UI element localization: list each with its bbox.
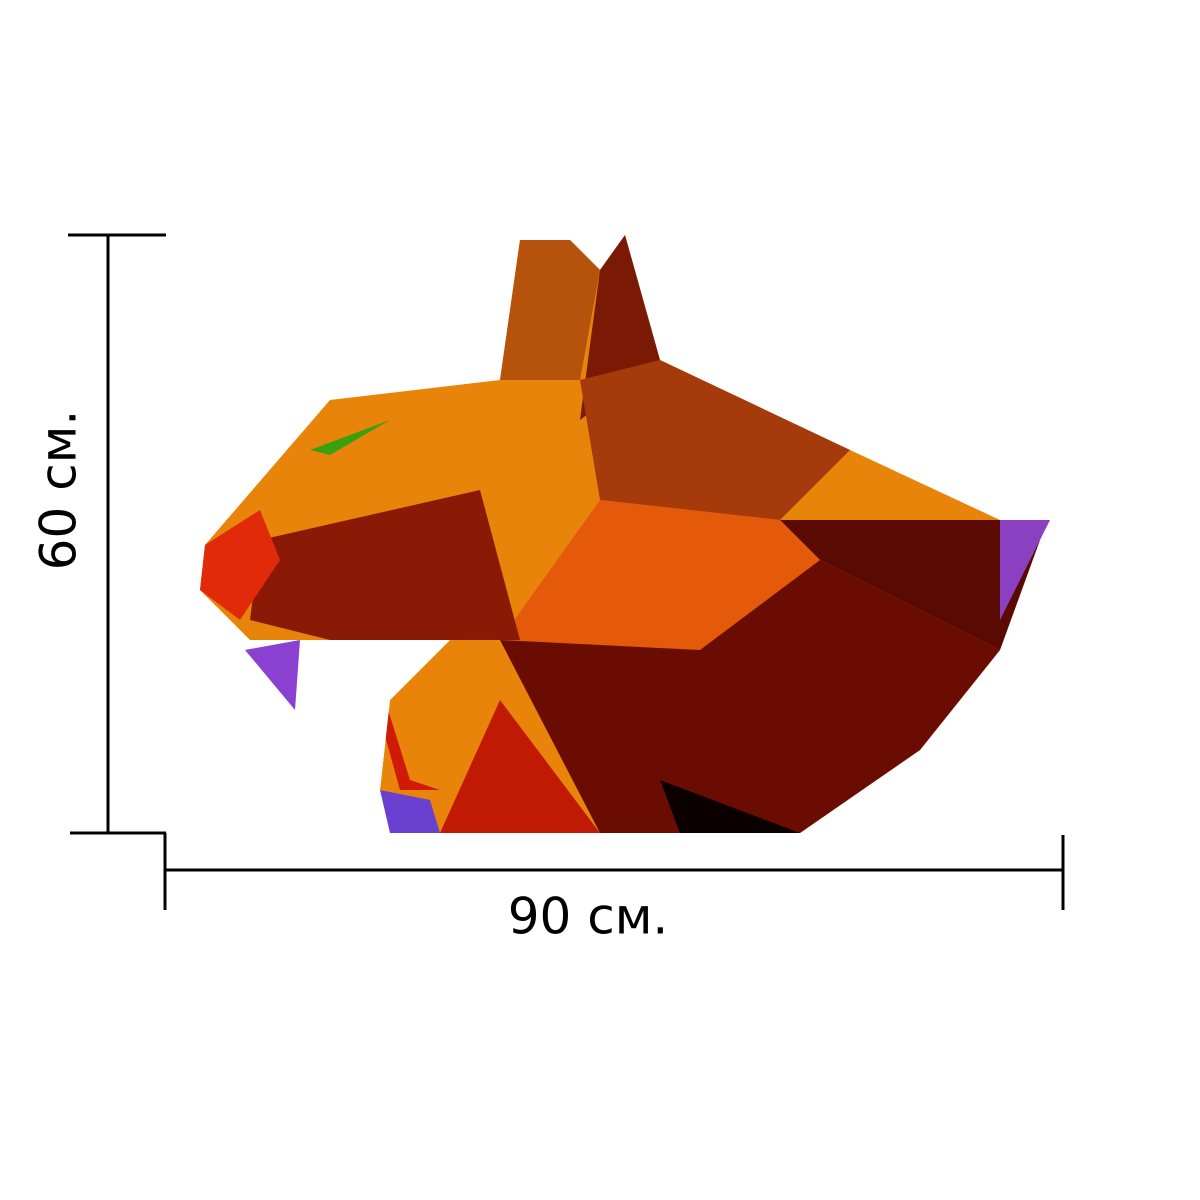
width-dimension: 90 см. [163, 833, 1065, 946]
artwork [200, 235, 1050, 833]
height-dimension: 60 см. [30, 233, 166, 835]
width-label: 90 см. [508, 888, 669, 946]
height-label: 60 см. [30, 410, 88, 571]
